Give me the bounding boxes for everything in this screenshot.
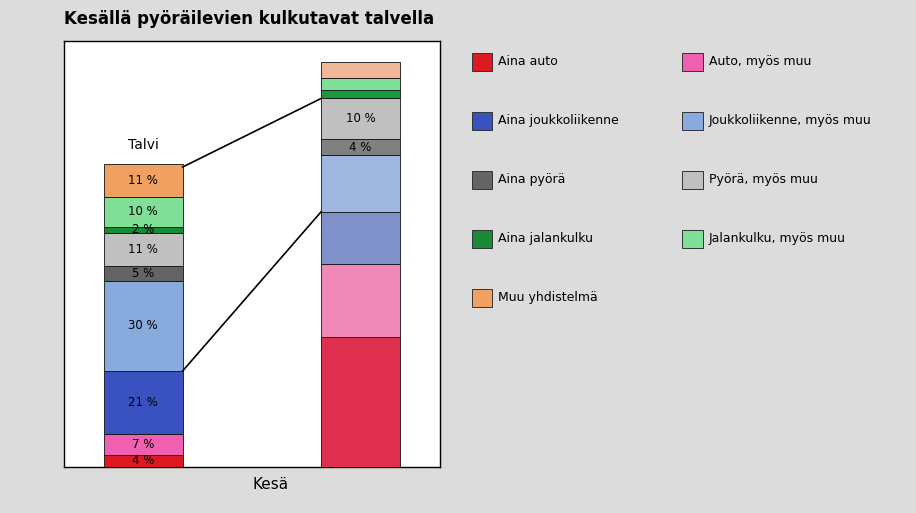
- Bar: [322, 155, 400, 212]
- Bar: [322, 264, 400, 337]
- Bar: [322, 139, 400, 155]
- Bar: [322, 62, 400, 78]
- Text: Aina pyörä: Aina pyörä: [498, 173, 566, 186]
- Text: Pyörä, myös muu: Pyörä, myös muu: [709, 173, 818, 186]
- Text: 11 %: 11 %: [128, 174, 158, 187]
- Bar: [104, 434, 182, 455]
- Bar: [322, 90, 400, 98]
- Bar: [104, 371, 182, 434]
- Text: 4 %: 4 %: [349, 141, 372, 153]
- Bar: [104, 197, 182, 227]
- Bar: [322, 212, 400, 264]
- Text: 10 %: 10 %: [345, 112, 376, 125]
- Text: 4 %: 4 %: [132, 455, 155, 467]
- Text: 5 %: 5 %: [132, 267, 154, 280]
- Text: Joukkoliikenne, myös muu: Joukkoliikenne, myös muu: [709, 114, 872, 127]
- Text: Auto, myös muu: Auto, myös muu: [709, 55, 812, 68]
- Text: 2 %: 2 %: [132, 224, 155, 236]
- Text: 10 %: 10 %: [128, 205, 158, 219]
- Bar: [104, 164, 182, 197]
- Text: Aina jalankulku: Aina jalankulku: [498, 232, 594, 245]
- Bar: [104, 281, 182, 371]
- Bar: [104, 266, 182, 281]
- Text: Muu yhdistelmä: Muu yhdistelmä: [498, 291, 598, 304]
- Text: 7 %: 7 %: [132, 438, 155, 451]
- Bar: [104, 455, 182, 467]
- Text: Aina joukkoliikenne: Aina joukkoliikenne: [498, 114, 619, 127]
- Text: Aina auto: Aina auto: [498, 55, 558, 68]
- Bar: [322, 78, 400, 90]
- Bar: [322, 337, 400, 467]
- Bar: [322, 98, 400, 139]
- Text: Jalankulku, myös muu: Jalankulku, myös muu: [709, 232, 846, 245]
- Text: Talvi: Talvi: [127, 138, 158, 152]
- Text: Kesä: Kesä: [252, 478, 289, 492]
- Text: 30 %: 30 %: [128, 320, 158, 332]
- Bar: [104, 233, 182, 266]
- Text: Kesällä pyöräilevien kulkutavat talvella: Kesällä pyöräilevien kulkutavat talvella: [64, 10, 434, 28]
- Text: 21 %: 21 %: [128, 396, 158, 409]
- Text: 11 %: 11 %: [128, 243, 158, 256]
- Bar: [104, 227, 182, 233]
